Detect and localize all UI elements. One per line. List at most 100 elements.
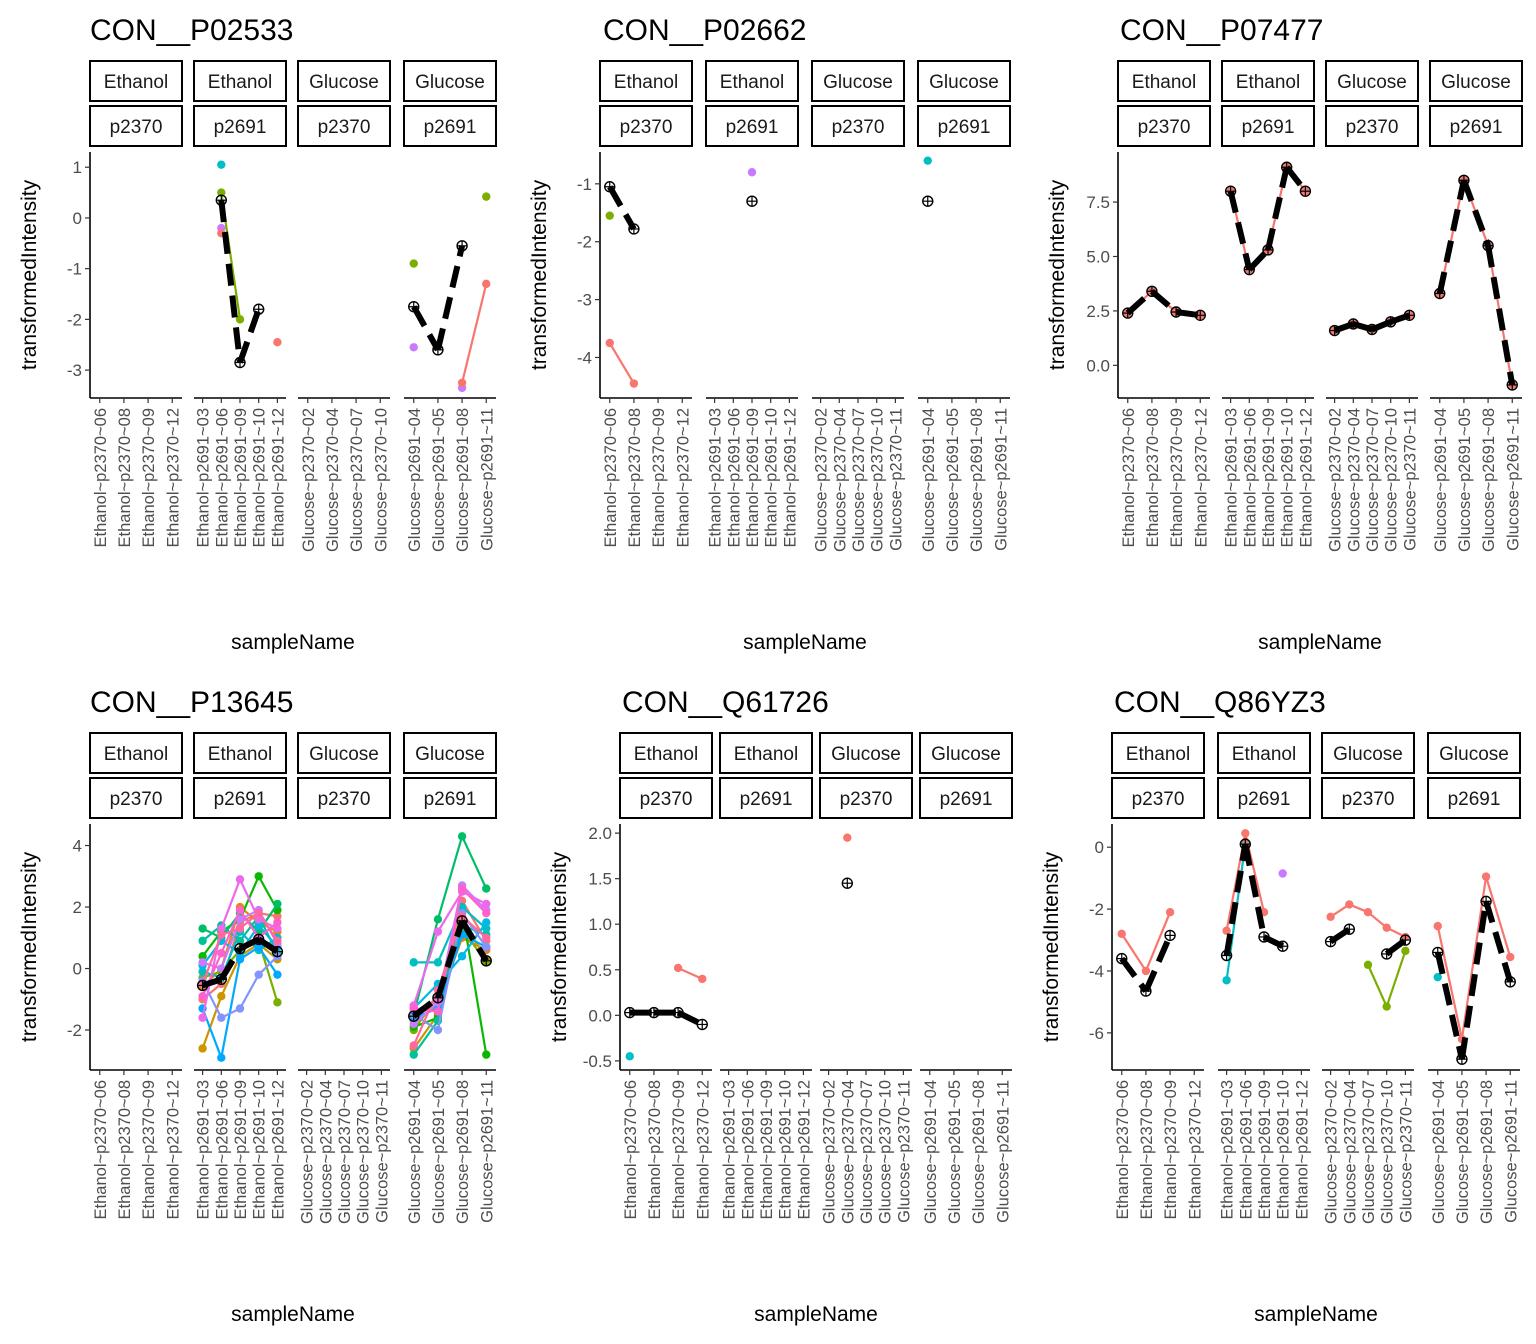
facet-strip-bottom-label: p2691 <box>740 789 793 810</box>
series-line-segment <box>239 974 260 1010</box>
data-point <box>254 921 263 930</box>
summary-line-segment <box>1227 190 1253 271</box>
data-point <box>605 211 614 220</box>
y-tick-label: 4 <box>73 837 82 856</box>
y-axis-title: transformedIntensity <box>528 179 551 370</box>
summary-point <box>456 240 468 252</box>
x-tick-label: Ethanol~p2370~12 <box>694 1080 712 1219</box>
facet-strip-bottom <box>719 777 813 819</box>
summary-point <box>696 1018 708 1031</box>
x-tick-label: Ethanol~p2691~09 <box>1256 1080 1274 1219</box>
y-tick-label: 0 <box>73 209 82 228</box>
summary-line-segment <box>257 936 280 955</box>
facet-strip-top <box>1111 732 1205 774</box>
summary-point <box>1194 309 1206 321</box>
facet-strip-top-label: Glucose <box>1333 744 1403 765</box>
data-series <box>673 963 707 984</box>
data-point <box>1433 921 1442 931</box>
summary-point <box>1276 940 1289 952</box>
summary-series <box>1434 174 1518 391</box>
summary-line-segment <box>1328 926 1351 945</box>
facet-strip-top-label: Glucose <box>931 744 1001 765</box>
summary-line-segment <box>411 305 441 352</box>
facet: Glucose p2691 Glucose~p2691~04 Glucose~p269… <box>1429 60 1523 552</box>
summary-series <box>1432 895 1516 1065</box>
x-tick-label: Glucose~p2370~04 <box>1345 408 1363 552</box>
facet-strip-bottom <box>1217 777 1311 819</box>
data-series <box>1117 907 1175 976</box>
x-tick-label: Glucose~p2691~05 <box>1454 1080 1472 1224</box>
facet-strip-top <box>1217 732 1311 774</box>
data-series <box>409 832 491 1019</box>
series-line-segment <box>257 912 279 942</box>
data-point <box>457 832 467 841</box>
data-point <box>235 924 245 933</box>
x-tick-label: Ethanol~p2370~08 <box>646 1080 664 1219</box>
facet-strip-bottom <box>1325 105 1419 147</box>
data-point <box>1433 972 1442 982</box>
x-tick-label: Glucose~p2370~07 <box>858 1080 876 1224</box>
data-point <box>482 279 491 289</box>
series-line-segment <box>461 283 488 384</box>
summary-series <box>196 933 284 992</box>
series-line-segment <box>220 878 242 929</box>
data-point <box>198 967 207 976</box>
x-tick-label: Glucose~p2691~04 <box>406 1080 424 1224</box>
x-tick-label: Glucose~p2370~02 <box>299 1080 317 1224</box>
series-line-segment <box>461 906 487 930</box>
summary-point <box>408 301 420 313</box>
facet-strip-bottom-label: p2691 <box>1448 789 1501 810</box>
summary-point <box>456 915 468 927</box>
summary-line-segment <box>1389 312 1411 325</box>
facet-strip-top-label: Ethanol <box>720 72 784 93</box>
data-point <box>1278 869 1287 878</box>
x-tick-label: Glucose~p2691~11 <box>992 408 1010 551</box>
facet: Ethanol p2370 Ethanol~p2370~06 Ethanol~p237… <box>89 732 183 1219</box>
summary-line-segment <box>201 976 223 989</box>
summary-series <box>1220 838 1289 962</box>
series-line-segment <box>201 934 223 985</box>
x-tick-label: Ethanol~p2691~12 <box>781 408 799 547</box>
facet: Glucose p2691 Glucose~p2691~04 Glucose~p269… <box>917 60 1011 552</box>
facet-strip-top-label: Glucose <box>1337 72 1407 93</box>
x-tick-label: Glucose~p2370~04 <box>839 1080 857 1224</box>
facet-strip-top-label: Glucose <box>415 744 485 765</box>
data-point <box>1481 872 1491 881</box>
y-axis-title: transformedIntensity <box>1040 851 1063 1042</box>
data-point <box>482 1050 491 1059</box>
x-tick-label: Glucose~p2370~07 <box>1360 1080 1378 1224</box>
x-tick-label: Ethanol~p2691~12 <box>1297 408 1315 547</box>
data-point <box>482 933 491 942</box>
facet: Glucose p2691 Glucose~p2691~04 Glucose~p269… <box>919 732 1013 1224</box>
x-tick-label: Glucose~p2691~05 <box>430 408 448 552</box>
series-line-segment <box>201 995 223 1049</box>
data-point <box>1382 923 1391 932</box>
y-tick-label: 1.5 <box>588 870 612 889</box>
facet-strip-bottom <box>297 777 391 819</box>
x-tick-label: Glucose~p2370~02 <box>1327 408 1345 552</box>
facet-strip-bottom-label: p2370 <box>840 789 893 810</box>
summary-series <box>1224 161 1312 276</box>
x-axis-title: sampleName <box>231 631 355 654</box>
x-tick-label: Glucose~p2370~11 <box>887 408 905 551</box>
x-tick-label: Ethanol~p2370~12 <box>674 408 692 547</box>
chart-panel: CON__P13645 4 2 0 -2 transformedIntensity samp… <box>18 686 497 1326</box>
x-tick-label: Ethanol~p2370~09 <box>1162 1080 1180 1219</box>
summary-series <box>408 240 468 356</box>
chart-panel: CON__P02662 -1 -2 -3 -4 transformedIntensity s… <box>528 14 1011 654</box>
facet-strip-bottom-label: p2370 <box>110 789 163 810</box>
facet-strip-top <box>705 60 799 102</box>
facet-strip-bottom-label: p2691 <box>726 117 779 138</box>
summary-point <box>922 195 934 207</box>
x-tick-label: Ethanol~p2691~10 <box>251 1080 269 1219</box>
x-tick-label: Ethanol~p2691~12 <box>269 1080 287 1219</box>
facet-strip-bottom <box>1221 105 1315 147</box>
y-tick-label: 2.0 <box>588 824 612 843</box>
x-tick-label: Glucose~p2370~07 <box>348 408 366 552</box>
data-point <box>273 338 282 347</box>
summary-series <box>1324 923 1412 960</box>
data-point <box>1141 966 1151 976</box>
x-tick-label: Glucose~p2370~10 <box>869 408 887 552</box>
